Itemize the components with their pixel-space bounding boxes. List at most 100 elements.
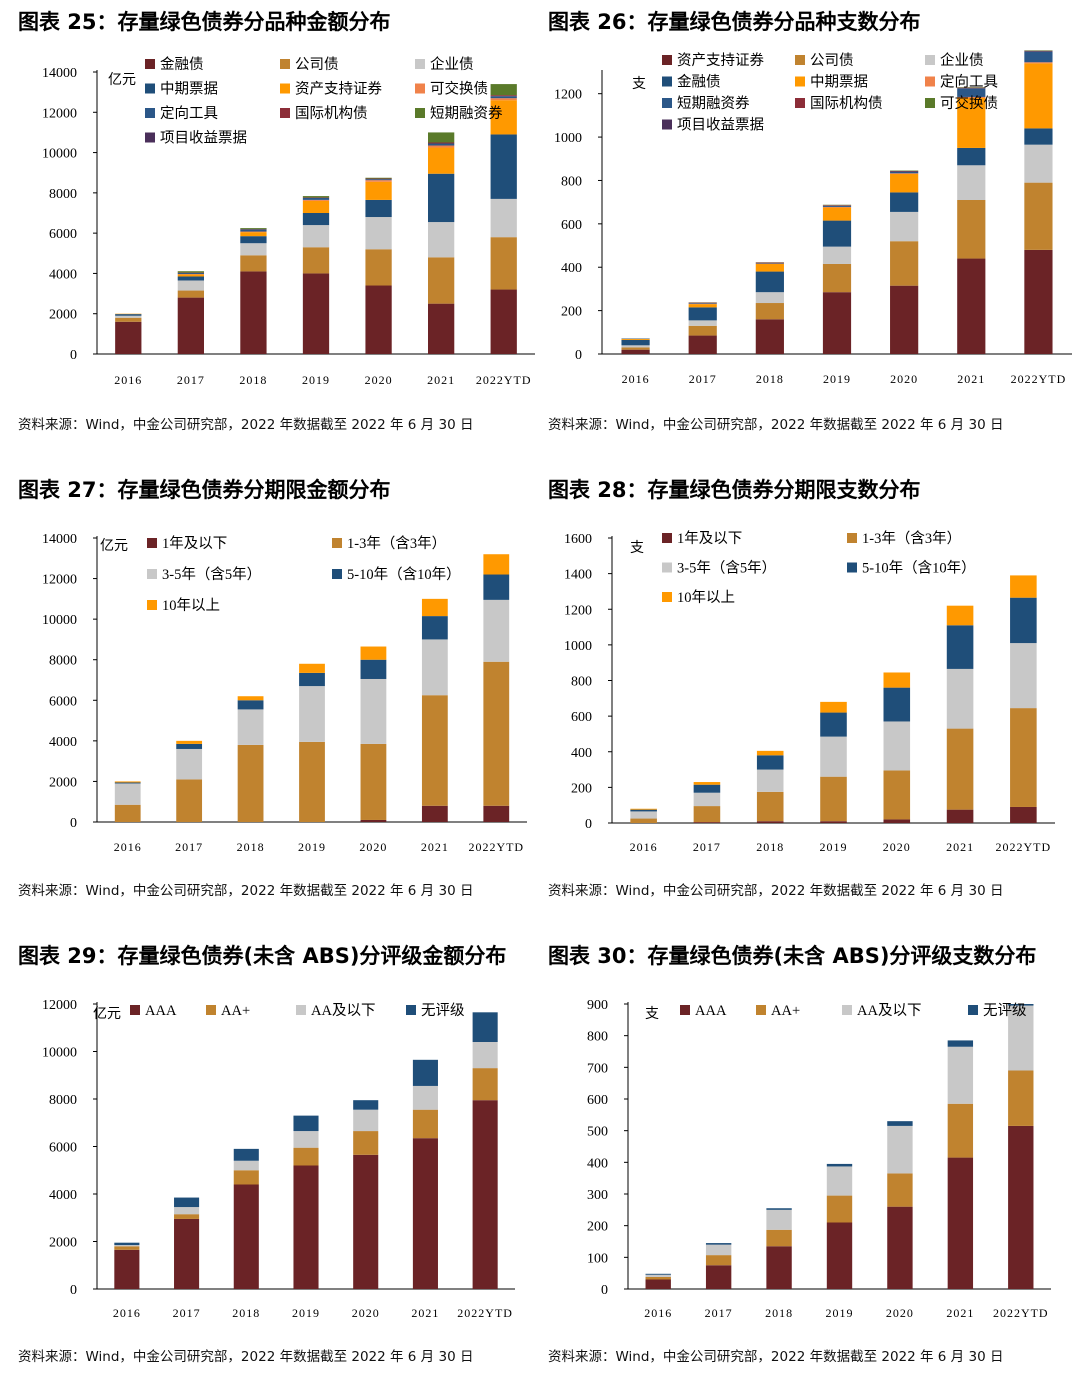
bar-segment xyxy=(365,179,391,180)
bar-segment xyxy=(1024,63,1052,128)
bar-segment xyxy=(178,291,204,298)
x-tick-label: 2020 xyxy=(352,1306,380,1320)
bar-segment xyxy=(176,749,202,779)
y-tick-label: 2000 xyxy=(49,775,77,790)
x-tick-label: 2020 xyxy=(890,372,918,386)
bar-segment xyxy=(422,599,448,616)
legend-label: 公司债 xyxy=(295,56,339,73)
x-tick-label: 2019 xyxy=(820,840,848,854)
bar-segment xyxy=(353,1110,378,1131)
bar-segment xyxy=(238,745,264,822)
figure-29-source: 资料来源：Wind，中金公司研究部，2022 年数据截至 2022 年 6 月 … xyxy=(18,1345,473,1365)
legend-swatch xyxy=(662,120,672,130)
bar-segment xyxy=(365,182,391,200)
x-tick-label: 2020 xyxy=(883,840,911,854)
bar-segment xyxy=(756,272,784,293)
bar-segment xyxy=(823,221,851,247)
bar-segment xyxy=(413,1060,438,1086)
bar-segment xyxy=(115,783,141,804)
y-tick-label: 12000 xyxy=(42,998,77,1013)
y-tick-label: 1400 xyxy=(564,568,592,583)
bar-segment xyxy=(689,326,717,336)
bar-segment xyxy=(361,820,387,822)
y-tick-label: 14000 xyxy=(42,66,77,81)
y-tick-label: 2000 xyxy=(49,1236,77,1251)
legend-swatch xyxy=(925,77,935,87)
y-tick-label: 8000 xyxy=(49,654,77,669)
legend-label: 10年以上 xyxy=(162,597,220,614)
x-tick-label: 2019 xyxy=(298,840,326,854)
bar-segment xyxy=(114,1246,139,1250)
legend-label: 企业债 xyxy=(430,55,474,73)
x-tick-label: 2017 xyxy=(705,1306,733,1320)
bar-segment xyxy=(823,206,851,207)
bar-segment xyxy=(1010,575,1037,597)
bar-segment xyxy=(883,819,910,823)
bar-segment xyxy=(957,200,985,259)
bar-segment xyxy=(890,241,918,285)
bar-segment xyxy=(422,695,448,806)
bar-segment xyxy=(887,1121,912,1126)
bar-segment xyxy=(365,179,391,180)
bar-segment xyxy=(1024,51,1052,62)
bar-segment xyxy=(890,172,918,174)
legend-label: 中期票据 xyxy=(160,81,218,98)
legend-label: 短期融资券 xyxy=(677,95,750,112)
bar-segment xyxy=(303,198,329,200)
bar-segment xyxy=(238,700,264,709)
bar-segment xyxy=(491,96,517,98)
y-tick-label: 4000 xyxy=(49,267,77,282)
legend-label: 定向工具 xyxy=(160,105,218,122)
bar-segment xyxy=(827,1196,852,1223)
y-tick-label: 600 xyxy=(587,1093,608,1108)
legend-swatch xyxy=(415,84,425,94)
y-tick-label: 800 xyxy=(587,1030,608,1045)
legend-label: 资产支持证券 xyxy=(295,81,382,98)
legend-label: 5-10年（含10年） xyxy=(347,566,461,583)
x-tick-label: 2021 xyxy=(421,840,449,854)
bar-segment xyxy=(238,696,264,700)
bar-segment xyxy=(293,1131,318,1148)
bar-segment xyxy=(115,781,141,782)
legend-swatch xyxy=(662,77,672,87)
legend-label: 无评级 xyxy=(421,1002,465,1019)
bar-segment xyxy=(820,737,847,777)
legend-label: 短期融资券 xyxy=(430,105,503,122)
bar-segment xyxy=(957,148,985,165)
unit-label: 亿元 xyxy=(93,1006,121,1022)
bar-segment xyxy=(883,721,910,770)
bar-segment xyxy=(827,1223,852,1290)
legend-swatch xyxy=(925,55,935,65)
legend-swatch xyxy=(145,84,155,94)
legend-label: 3-5年（含5年） xyxy=(162,566,261,583)
bar-segment xyxy=(483,806,509,822)
bar-segment xyxy=(948,1047,973,1104)
bar-segment xyxy=(365,217,391,249)
x-tick-label: 2016 xyxy=(113,1306,141,1320)
x-tick-label: 2022YTD xyxy=(1011,372,1067,386)
bar-segment xyxy=(1010,643,1037,708)
bar-segment xyxy=(630,810,657,812)
y-tick-label: 100 xyxy=(587,1251,608,1266)
bar-segment xyxy=(428,143,454,144)
bar-segment xyxy=(757,821,784,823)
bar-segment xyxy=(757,755,784,769)
bar-segment xyxy=(422,806,448,822)
bar-segment xyxy=(178,276,204,280)
bar-segment xyxy=(353,1100,378,1110)
x-tick-label: 2016 xyxy=(114,840,142,854)
bar-segment xyxy=(178,273,204,274)
bar-segment xyxy=(827,1164,852,1167)
bar-segment xyxy=(176,744,202,749)
bar-segment xyxy=(491,290,517,354)
legend-swatch xyxy=(847,533,857,543)
legend-swatch xyxy=(147,538,157,548)
legend-label: 1年及以下 xyxy=(162,535,227,552)
bar-segment xyxy=(646,1280,671,1290)
bar-segment xyxy=(621,350,649,354)
bar-segment xyxy=(413,1138,438,1289)
bar-segment xyxy=(694,822,721,823)
bar-segment xyxy=(757,770,784,792)
